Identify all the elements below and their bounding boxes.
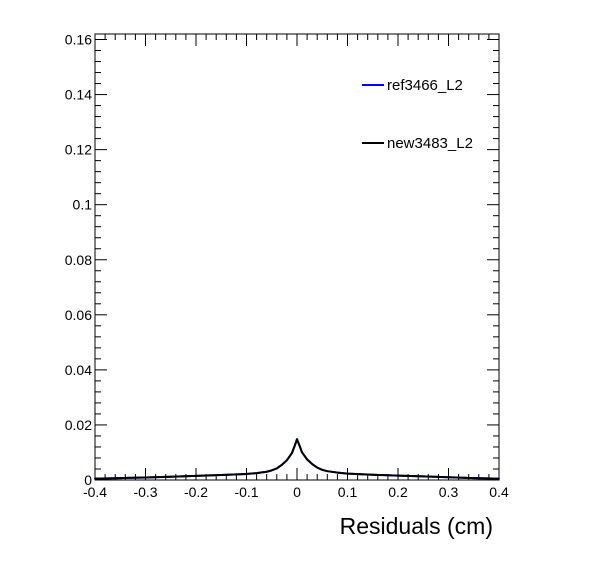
x-tick-label: -0.4 [83, 484, 107, 500]
x-tick-label: 0 [293, 484, 301, 500]
data-point [336, 471, 339, 474]
y-tick-label: 0.16 [65, 32, 92, 48]
data-point [346, 472, 349, 475]
x-tick-label: -0.3 [133, 484, 157, 500]
data-point [316, 466, 319, 469]
data-point [321, 469, 324, 471]
data-point [371, 473, 374, 476]
data-point [265, 470, 268, 473]
y-tick-label: 0.12 [65, 142, 92, 158]
data-point [144, 476, 147, 479]
y-tick-label: 0.1 [73, 197, 93, 213]
x-tick-label: 0.2 [388, 484, 408, 500]
x-tick-label: -0.1 [234, 484, 258, 500]
data-point [397, 474, 399, 477]
data-point [498, 477, 500, 480]
x-axis-title: Residuals (cm) [340, 513, 493, 539]
legend-box [358, 64, 468, 168]
x-tick-label: -0.2 [184, 484, 208, 500]
data-point [291, 452, 293, 454]
data-point [94, 477, 96, 480]
y-tick-label: 0 [84, 472, 92, 488]
data-point [119, 477, 122, 479]
data-point [298, 444, 301, 447]
axis-ticks: -0.4 -0.3 -0.2 -0.1 0 0.1 0.2 0.3 0.4 0 0.02 0.04 0.… [65, 32, 509, 500]
series-layer [94, 438, 500, 480]
legend-label: ref3466_L2 [387, 77, 463, 94]
data-point [311, 463, 313, 465]
data-point [301, 451, 303, 454]
data-point [276, 467, 278, 470]
y-tick-label: 0.06 [65, 307, 92, 323]
data-point [286, 459, 288, 461]
data-point [326, 470, 329, 472]
data-point [306, 458, 308, 461]
x-tick-label: 0.1 [338, 484, 358, 500]
data-point [281, 464, 283, 466]
y-tick-label: 0.04 [65, 362, 92, 378]
data-point [296, 438, 298, 441]
legend-label: new3483_L2 [387, 135, 473, 152]
y-tick-label: 0.02 [65, 417, 92, 433]
data-point [270, 469, 273, 472]
data-point [422, 475, 425, 478]
data-point [169, 475, 172, 478]
data-point [447, 476, 450, 479]
data-point [245, 473, 248, 475]
data-point [472, 477, 475, 479]
x-tick-label: 0.3 [439, 484, 459, 500]
data-point [220, 474, 223, 476]
y-tick-label: 0.08 [65, 252, 92, 268]
data-point [195, 475, 197, 477]
data-point [293, 445, 296, 448]
x-tick-label: 0.4 [489, 484, 509, 500]
data-point [255, 472, 258, 474]
y-tick-label: 0.14 [65, 87, 92, 103]
legend: ref3466_L2 new3483_L2 [362, 77, 473, 152]
